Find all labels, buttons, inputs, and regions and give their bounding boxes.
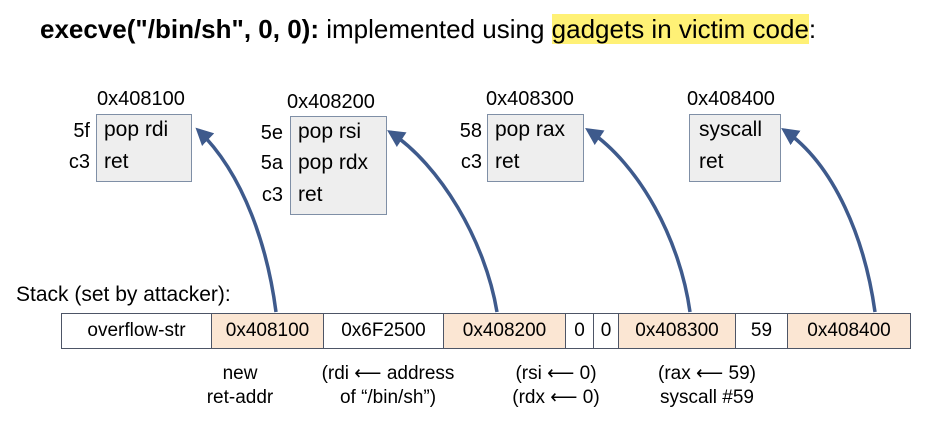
title-tail: : <box>808 14 817 44</box>
arrow-ret2-to-gadget-2 <box>387 130 499 313</box>
gadget-3-instr-1: pop rax <box>495 118 566 141</box>
gadget-4-box <box>689 114 781 182</box>
gadget-3-box <box>487 114 584 182</box>
gadget-2-instr-3: ret <box>298 183 323 206</box>
note-1-line-2: ret-addr <box>206 387 274 408</box>
gadget-3-address: 0x408300 <box>486 88 574 110</box>
note-4-line-1: (rax ⟵ 59) <box>658 363 756 384</box>
gadget-2-address: 0x408200 <box>287 91 375 113</box>
gadget-2-byte-2: 5a <box>260 152 283 174</box>
gadget-1-byte-1: 5f <box>73 120 90 142</box>
note-3-line-1: (rsi ⟵ 0) <box>515 363 597 384</box>
gadget-1-address: 0x408100 <box>97 88 185 110</box>
note-rsi-rdx: (rsi ⟵ 0) (rdx ⟵ 0) <box>496 362 616 410</box>
gadget-2-instr-1: pop rsi <box>298 120 362 143</box>
stack-cell-ret4: 0x408400 <box>787 313 911 349</box>
note-2-line-1: (rdi ⟵ address <box>321 363 455 384</box>
note-4-line-2: syscall #59 <box>660 387 754 408</box>
note-rax: (rax ⟵ 59) syscall #59 <box>642 362 772 410</box>
title-command: execve("/bin/sh", 0, 0): <box>40 14 319 44</box>
gadget-3-byte-1: 58 <box>459 120 482 142</box>
gadget-2-instr-2: pop rdx <box>298 151 369 174</box>
gadget-4-address: 0x408400 <box>687 88 775 110</box>
note-1-line-1: new <box>222 363 258 384</box>
gadget-2-byte-3: c3 <box>261 184 283 206</box>
arrow-ret4-to-gadget-4 <box>781 128 877 313</box>
note-rdi: (rdi ⟵ address of “/bin/sh”) <box>308 362 468 410</box>
gadget-3-byte-2: c3 <box>460 151 482 173</box>
stack-cell-ret3: 0x408300 <box>618 313 736 349</box>
stack-cell-ret1: 0x408100 <box>211 313 324 349</box>
gadget-1-byte-2: c3 <box>68 151 90 173</box>
gadget-4-instr-2: ret <box>699 150 724 173</box>
gadget-4-instr-1: syscall <box>699 118 763 141</box>
note-2-line-2: of “/bin/sh”) <box>339 387 437 408</box>
title-text: implemented using <box>318 14 552 44</box>
note-3-line-2: (rdx ⟵ 0) <box>512 387 600 408</box>
gadget-2-box <box>290 116 387 215</box>
stack-row: overflow-str 0x408100 0x6F2500 0x408200 … <box>61 313 938 349</box>
stack-label: Stack (set by attacker): <box>16 283 231 306</box>
note-ret-addr: new ret-addr <box>195 362 285 410</box>
gadget-1-instr-2: ret <box>104 150 129 173</box>
arrow-ret3-to-gadget-3 <box>585 128 692 313</box>
slide-title: execve("/bin/sh", 0, 0): implemented usi… <box>40 14 910 45</box>
gadget-1-box <box>96 114 192 182</box>
gadget-2-byte-1: 5e <box>260 122 283 144</box>
gadget-1-instr-1: pop rdi <box>104 118 169 141</box>
gadget-3-instr-2: ret <box>495 150 520 173</box>
stack-cell-ret2: 0x408200 <box>443 313 566 349</box>
title-highlight: gadgets in victim code <box>551 14 809 44</box>
arrow-ret1-to-gadget-1 <box>195 127 278 313</box>
